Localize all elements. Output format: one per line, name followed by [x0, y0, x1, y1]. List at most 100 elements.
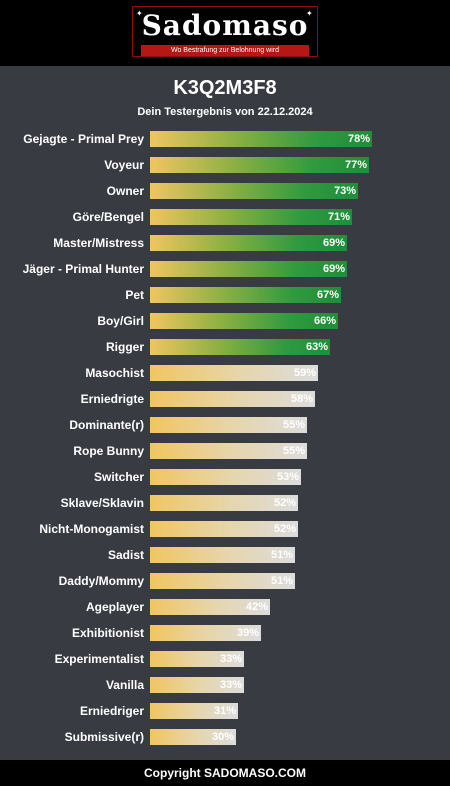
result-row: Master/Mistress 69%	[0, 232, 450, 258]
result-row: Owner 73%	[0, 180, 450, 206]
result-row: Voyeur 77%	[0, 154, 450, 180]
result-row: Erniedrigte 58%	[0, 388, 450, 414]
result-row: Boy/Girl 66%	[0, 310, 450, 336]
result-label: Sadist	[107, 548, 144, 562]
result-label: Master/Mistress	[53, 236, 144, 250]
result-label: Switcher	[93, 470, 144, 484]
result-percentage: 39%	[236, 627, 259, 639]
result-label: Erniedriger	[79, 704, 144, 718]
result-bar: 52%	[150, 495, 298, 511]
result-bar: 55%	[150, 417, 307, 433]
result-percentage: 73%	[333, 185, 356, 197]
result-label: Voyeur	[104, 158, 144, 172]
result-label: Dominante(r)	[69, 418, 144, 432]
site-logo[interactable]: ✦ ✦ Sadomaso Wo Bestrafung zur Belohnung…	[132, 6, 318, 57]
result-percentage: 53%	[276, 471, 299, 483]
result-row: Rope Bunny 55%	[0, 440, 450, 466]
result-label: Vanilla	[105, 678, 144, 692]
result-bar: 73%	[150, 183, 358, 199]
result-percentage: 42%	[245, 601, 268, 613]
result-percentage: 55%	[282, 419, 305, 431]
result-bar: 31%	[150, 703, 238, 719]
result-row: Sadist 51%	[0, 544, 450, 570]
result-bar: 69%	[150, 261, 347, 277]
result-percentage: 66%	[313, 315, 336, 327]
footer-copyright: Copyright SADOMASO.COM	[144, 766, 306, 780]
result-label: Experimentalist	[54, 652, 144, 666]
result-label: Gejagte - Primal Prey	[23, 132, 144, 146]
result-percentage: 33%	[219, 679, 242, 691]
result-percentage: 69%	[322, 263, 345, 275]
result-label: Exhibitionist	[72, 626, 144, 640]
result-bar: 42%	[150, 599, 270, 615]
result-bar: 53%	[150, 469, 301, 485]
result-row: Switcher 53%	[0, 466, 450, 492]
result-percentage: 31%	[213, 705, 236, 717]
result-row: Masochist 59%	[0, 362, 450, 388]
result-percentage: 33%	[219, 653, 242, 665]
result-title: K3Q2M3F8	[173, 77, 277, 99]
result-percentage: 63%	[305, 341, 328, 353]
logo-text: Sadomaso	[141, 9, 309, 42]
result-bar: 63%	[150, 339, 330, 355]
result-subtitle: Dein Testergebnis von 22.12.2024	[137, 106, 313, 118]
result-label: Owner	[106, 184, 144, 198]
result-label: Ageplayer	[85, 600, 144, 614]
result-bar: 39%	[150, 625, 261, 641]
result-row: Submissive(r) 30%	[0, 726, 450, 752]
result-bar: 51%	[150, 573, 295, 589]
result-row: Dominante(r) 55%	[0, 414, 450, 440]
result-percentage: 71%	[327, 211, 350, 223]
result-label: Submissive(r)	[64, 730, 144, 744]
result-row: Vanilla 33%	[0, 674, 450, 700]
result-percentage: 52%	[273, 523, 296, 535]
result-row: Jäger - Primal Hunter 69%	[0, 258, 450, 284]
result-row: Gejagte - Primal Prey 78%	[0, 128, 450, 154]
result-bar: 66%	[150, 313, 338, 329]
result-percentage: 58%	[290, 393, 313, 405]
result-bar: 51%	[150, 547, 295, 563]
result-label: Erniedrigte	[80, 392, 144, 406]
result-label: Göre/Bengel	[72, 210, 144, 224]
result-percentage: 52%	[273, 497, 296, 509]
result-bar: 52%	[150, 521, 298, 537]
logo-ornament-icon: ✦	[136, 9, 143, 18]
result-percentage: 30%	[211, 731, 234, 743]
result-percentage: 78%	[347, 133, 370, 145]
result-bar: 59%	[150, 365, 318, 381]
result-label: Rope Bunny	[73, 444, 144, 458]
result-bar: 67%	[150, 287, 341, 303]
footer-bar: Copyright SADOMASO.COM	[0, 760, 450, 786]
result-bar: 55%	[150, 443, 307, 459]
result-row: Daddy/Mommy 51%	[0, 570, 450, 596]
result-row: Exhibitionist 39%	[0, 622, 450, 648]
result-bar: 77%	[150, 157, 369, 173]
result-percentage: 51%	[270, 549, 293, 561]
result-label: Daddy/Mommy	[58, 574, 144, 588]
result-label: Masochist	[85, 366, 144, 380]
result-bar: 33%	[150, 677, 244, 693]
result-label: Jäger - Primal Hunter	[22, 262, 144, 276]
result-bar: 69%	[150, 235, 347, 251]
result-row: Sklave/Sklavin 52%	[0, 492, 450, 518]
result-bar: 33%	[150, 651, 244, 667]
result-row: Nicht-Monogamist 52%	[0, 518, 450, 544]
result-bar: 58%	[150, 391, 315, 407]
result-row: Rigger 63%	[0, 336, 450, 362]
result-percentage: 51%	[270, 575, 293, 587]
result-percentage: 55%	[282, 445, 305, 457]
result-percentage: 77%	[344, 159, 367, 171]
logo-tagline: Wo Bestrafung zur Belohnung wird	[141, 45, 309, 56]
result-bar: 30%	[150, 729, 236, 745]
result-row: Erniedriger 31%	[0, 700, 450, 726]
header-bar: ✦ ✦ Sadomaso Wo Bestrafung zur Belohnung…	[0, 0, 450, 66]
result-label: Pet	[125, 288, 144, 302]
logo-ornament-icon: ✦	[306, 9, 313, 18]
result-row: Experimentalist 33%	[0, 648, 450, 674]
result-bar: 78%	[150, 131, 372, 147]
result-row: Pet 67%	[0, 284, 450, 310]
result-label: Boy/Girl	[97, 314, 144, 328]
result-label: Rigger	[105, 340, 144, 354]
result-percentage: 59%	[293, 367, 316, 379]
result-label: Sklave/Sklavin	[60, 496, 144, 510]
